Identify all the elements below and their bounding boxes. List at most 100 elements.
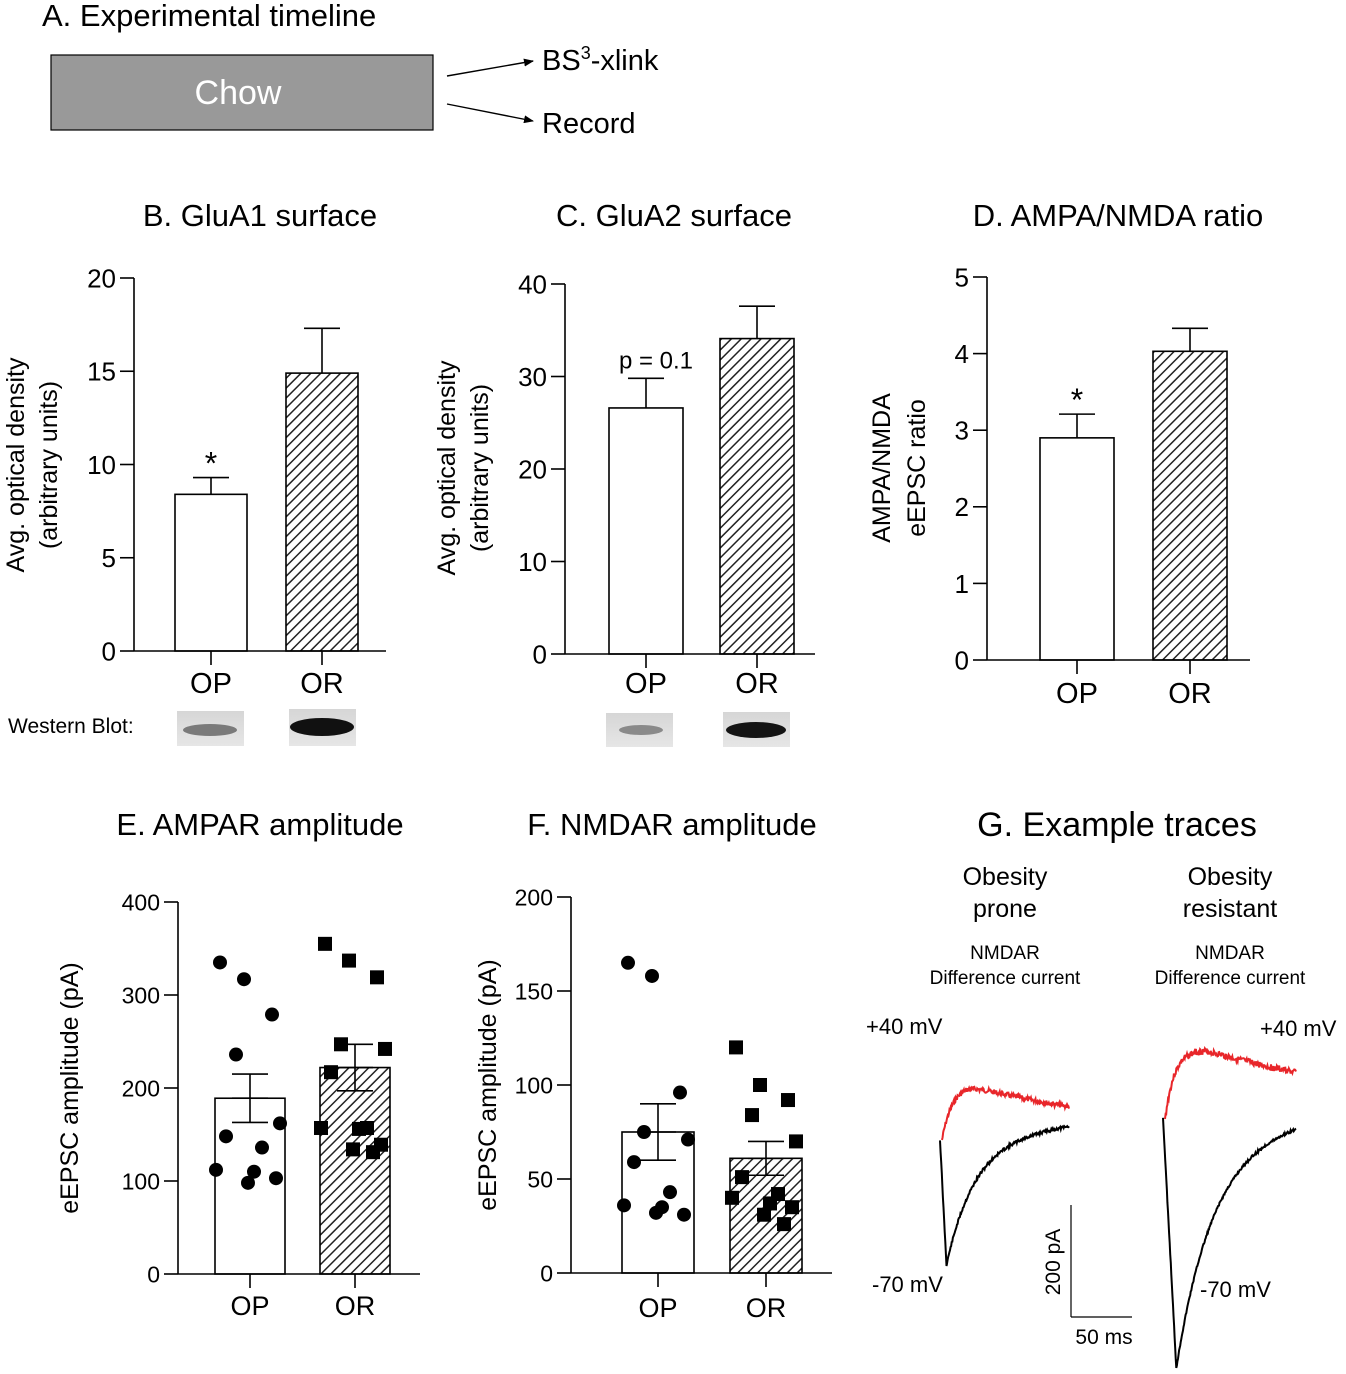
y-tick-label: 5 [102, 543, 116, 573]
y-tick-label: 10 [518, 547, 547, 577]
data-point-op [663, 1185, 677, 1200]
data-point-op [617, 1198, 631, 1213]
right-trace-sub-2: Difference current [1155, 968, 1306, 989]
panel-e-ampar-amplitude: E. AMPAR amplitude eEPSC amplitude (pA) 0 1… [56, 807, 420, 1321]
data-point-op [241, 1175, 255, 1190]
blot-c-or [723, 712, 790, 747]
x-tick-label-op: OP [625, 668, 667, 700]
y-axis-label: Avg. optical density [433, 360, 461, 575]
error-bar-or [739, 305, 775, 339]
blot-b-or [289, 709, 356, 746]
data-point-or [729, 1040, 743, 1055]
data-point-or [745, 1108, 759, 1123]
error-bar-or [304, 327, 340, 374]
panel-f-nmdar-amplitude: F. NMDAR amplitude eEPSC amplitude (pA) 0 5… [474, 807, 832, 1323]
error-bar-op [640, 1103, 676, 1161]
x-tick-label-op: OP [190, 668, 232, 700]
data-point-or [725, 1190, 739, 1205]
y-tick-label: 40 [518, 269, 547, 299]
data-point-op [219, 1129, 233, 1144]
y-tick-label: 200 [122, 1075, 160, 1101]
y-tick-label: 400 [122, 889, 160, 915]
x-tick-label-or: OR [1168, 678, 1212, 710]
x-tick-label-or: OR [735, 668, 779, 700]
error-bar-op [628, 377, 664, 408]
y-tick-label: 30 [518, 362, 547, 392]
data-point-or [781, 1093, 795, 1108]
data-point-or [785, 1200, 799, 1215]
panel-d-ampa-nmda-ratio: D. AMPA/NMDA ratio AMPA/NMDA eEPSC ratio 0 1… [868, 198, 1263, 710]
x-tick-label-or: OR [300, 668, 344, 700]
chow-label: Chow [195, 74, 282, 112]
y-axis-label-2: eEPSC ratio [903, 399, 931, 537]
y-tick-label: 0 [955, 645, 969, 675]
chart-title: B. GluA1 surface [143, 198, 377, 233]
arrow-to-record [446, 103, 534, 124]
panel-c-glua2-surface: C. GluA2 surface Avg. optical density (arb… [433, 198, 815, 700]
y-tick-label: 300 [122, 982, 160, 1008]
data-point-or [352, 1121, 366, 1136]
data-point-op [637, 1125, 651, 1139]
error-bar-op [1059, 413, 1095, 438]
chart-title: F. NMDAR amplitude [527, 807, 816, 842]
y-tick-label: 10 [87, 450, 116, 480]
data-point-or [324, 1065, 338, 1080]
y-tick-label: 0 [540, 1260, 553, 1286]
chart-title: E. AMPAR amplitude [116, 807, 403, 842]
right-plus40-label: +40 mV [1260, 1016, 1337, 1041]
x-tick-label-op: OP [1056, 678, 1098, 710]
data-point-op [649, 1205, 663, 1220]
data-point-or [777, 1217, 791, 1232]
right-minus70-label: -70 mV [1200, 1277, 1271, 1302]
y-tick-label: 150 [515, 978, 553, 1004]
xlink-label: BS3-xlink [542, 43, 659, 77]
y-tick-label: 50 [527, 1166, 553, 1192]
significance-marker: * [1071, 382, 1083, 418]
left-trace-title-2: prone [973, 895, 1037, 923]
blot-c-op [606, 713, 673, 747]
left-minus70-trace [939, 1124, 1070, 1267]
scale-bar: 200 pA 50 ms [1042, 1205, 1133, 1349]
panel-a-title: A. Experimental timeline [42, 0, 376, 33]
data-point-op [677, 1207, 691, 1222]
data-point-op [237, 972, 251, 987]
y-tick-label: 100 [122, 1168, 160, 1194]
bar-op [174, 493, 248, 652]
data-point-op [673, 1085, 687, 1100]
blot-b-op [177, 711, 244, 746]
y-tick-label: 15 [87, 357, 116, 387]
data-point-or [342, 953, 356, 968]
chart-title: D. AMPA/NMDA ratio [973, 198, 1264, 233]
right-minus70-trace [1162, 1117, 1297, 1369]
data-point-or [378, 1041, 392, 1056]
y-axis-label-2: (arbitrary units) [466, 384, 494, 552]
western-blot-label: Western Blot: [8, 715, 134, 738]
left-plus40-trace [941, 1084, 1070, 1141]
data-point-op [681, 1132, 695, 1147]
data-point-or [789, 1134, 803, 1149]
data-point-op [209, 1162, 223, 1177]
data-point-op [269, 1171, 283, 1186]
x-tick-label-op: OP [638, 1293, 677, 1323]
bar-or [285, 372, 359, 652]
y-tick-label: 5 [955, 262, 969, 292]
bar-or [319, 1066, 391, 1275]
right-trace-title-2: resistant [1183, 895, 1278, 923]
left-trace-sub-2: Difference current [930, 968, 1081, 989]
right-plus40-trace [1164, 1045, 1297, 1120]
chart-title: C. GluA2 surface [556, 198, 792, 233]
data-point-op [621, 955, 635, 970]
y-tick-label: 20 [87, 263, 116, 293]
y-tick-label: 200 [515, 884, 553, 910]
data-point-or [334, 1037, 348, 1052]
y-axis-label: eEPSC amplitude (pA) [56, 962, 84, 1214]
data-point-op [265, 1007, 279, 1022]
y-axis-label: AMPA/NMDA [868, 393, 896, 543]
data-point-op [229, 1047, 243, 1062]
data-point-or [370, 970, 384, 985]
right-trace-sub-1: NMDAR [1195, 943, 1265, 964]
y-axis-label: Avg. optical density [2, 357, 30, 572]
data-point-op [627, 1155, 641, 1170]
data-point-op [273, 1116, 287, 1131]
